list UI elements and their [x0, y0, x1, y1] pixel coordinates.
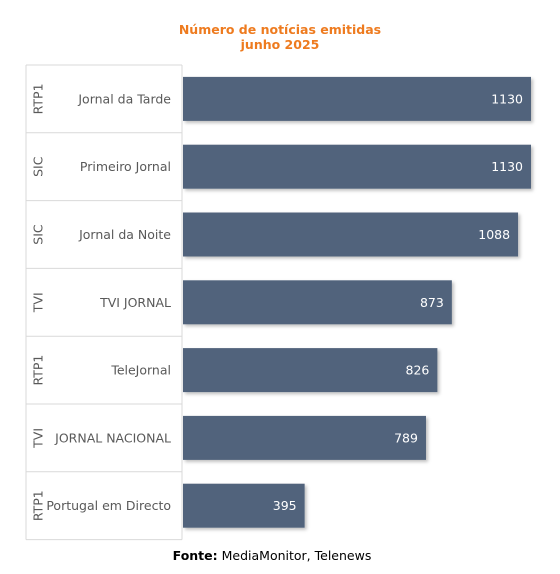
category-label: JORNAL NACIONAL: [54, 430, 171, 445]
bar-7: [183, 483, 305, 528]
group-label: SIC: [31, 224, 46, 245]
source-label: Fonte:: [172, 548, 218, 563]
data-label: 826: [406, 363, 430, 378]
category-label: Primeiro Jornal: [80, 159, 171, 174]
chart-title: Número de notícias emitidas junho 2025: [0, 22, 560, 52]
group-label: TVI: [31, 292, 46, 313]
category-label: Jornal da Noite: [78, 227, 171, 242]
group-label: RTP1: [31, 490, 46, 521]
bar-1: [183, 76, 531, 121]
data-label: 1130: [491, 159, 523, 174]
group-label: RTP1: [31, 355, 46, 386]
bar-4: [183, 280, 452, 325]
category-label: TVI JORNAL: [99, 295, 171, 310]
chart-title-line1: Número de notícias emitidas: [178, 22, 382, 37]
source-note: Fonte: MediaMonitor, Telenews: [0, 548, 544, 563]
bar-3: [183, 212, 519, 257]
source-text: MediaMonitor, Telenews: [217, 548, 372, 563]
data-label: 873: [420, 295, 444, 310]
bar-5: [183, 348, 438, 393]
chart-title-line2: junho 2025: [240, 37, 320, 52]
bar-6: [183, 415, 426, 460]
bars: [183, 76, 531, 528]
group-label: SIC: [31, 156, 46, 177]
category-grid: [25, 64, 183, 541]
bar-2: [183, 144, 531, 189]
category-label: Portugal em Directo: [46, 498, 171, 513]
group-label: RTP1: [31, 83, 46, 114]
data-label: 789: [394, 430, 418, 445]
category-label: Jornal da Tarde: [77, 91, 171, 106]
category-label: TeleJornal: [110, 363, 171, 378]
group-label: TVI: [31, 428, 46, 449]
data-label: 1130: [491, 91, 523, 106]
data-label: 1088: [478, 227, 510, 242]
labels: 1130 Jornal da Tarde RTP1 1130 Primeiro Jorn…: [31, 83, 524, 521]
data-label: 395: [273, 498, 297, 513]
